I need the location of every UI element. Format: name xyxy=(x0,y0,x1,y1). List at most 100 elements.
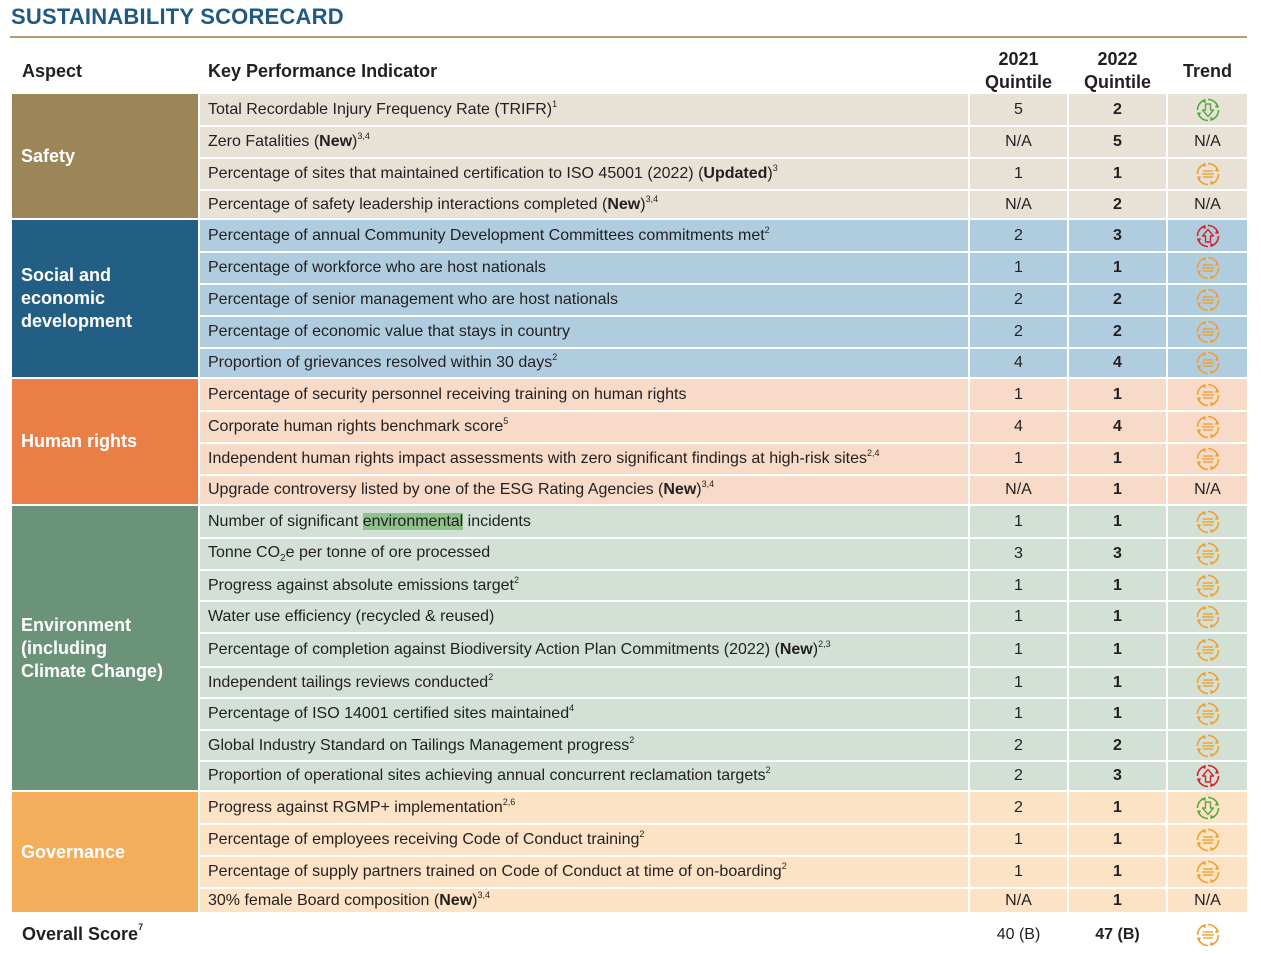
quintile-2022-cell: 1 xyxy=(1067,253,1166,283)
overall-score-trend xyxy=(1167,922,1248,948)
trend-flat-lines-icon xyxy=(1195,604,1221,630)
trend-cell xyxy=(1166,444,1247,474)
quintile-2021-cell: 2 xyxy=(968,792,1067,823)
quintile-2022-cell: 5 xyxy=(1067,127,1166,157)
bold-tag: New xyxy=(663,481,697,498)
table-row: Proportion of grievances resolved within… xyxy=(200,347,1248,377)
quintile-2022-cell: 4 xyxy=(1067,349,1166,377)
kpi-text: Percentage of safety leadership interact… xyxy=(208,193,659,214)
trend-cell xyxy=(1166,317,1247,347)
kpi-text: Number of significant environmental inci… xyxy=(208,512,531,531)
trend-down-arrow-icon xyxy=(1195,97,1221,123)
quintile-2021-cell: 1 xyxy=(968,699,1067,729)
kpi-text-part: Corporate human rights benchmark score xyxy=(208,418,504,435)
aspect-label: Environment (including Climate Change) xyxy=(12,506,198,790)
quintile-2021-cell: N/A xyxy=(968,127,1067,157)
kpi-text-part: Proportion of operational sites achievin… xyxy=(208,767,766,784)
highlighted-text[interactable]: environmental xyxy=(362,512,464,530)
quintile-2022-cell: 1 xyxy=(1067,792,1166,823)
footnote-ref: 2 xyxy=(552,352,558,362)
trend-cell: N/A xyxy=(1166,476,1247,504)
kpi-text-part: Percentage of sites that maintained cert… xyxy=(208,165,704,182)
trend-cell xyxy=(1166,379,1247,410)
trend-cell xyxy=(1166,159,1247,189)
kpi-text: Zero Fatalities (New)3,4 xyxy=(208,131,370,151)
kpi-text-part: Percentage of employees receiving Code o… xyxy=(208,831,640,848)
table-row: Proportion of operational sites achievin… xyxy=(200,760,1248,790)
kpi-cell: Percentage of security personnel receivi… xyxy=(200,379,968,410)
kpi-cell: Independent human rights impact assessme… xyxy=(200,444,968,474)
quintile-2022-cell: 1 xyxy=(1067,699,1166,729)
quintile-2022-cell: 1 xyxy=(1067,379,1166,410)
table-row: Zero Fatalities (New)3,4 N/A 5 N/A xyxy=(200,125,1248,157)
bold-tag: New xyxy=(439,891,473,909)
footnote-ref: 2,4 xyxy=(867,448,880,458)
kpi-cell: Upgrade controversy listed by one of the… xyxy=(200,476,968,504)
trend-cell xyxy=(1166,539,1247,569)
kpi-text-part: Zero Fatalities ( xyxy=(208,133,320,150)
quintile-2021-cell: 2 xyxy=(968,762,1067,790)
table-row: Percentage of employees receiving Code o… xyxy=(200,823,1248,855)
table-row: Percentage of security personnel receivi… xyxy=(200,379,1248,410)
trend-up-arrow-icon xyxy=(1195,763,1221,789)
header-aspect: Aspect xyxy=(22,61,83,81)
trend-cell: N/A xyxy=(1166,127,1247,157)
quintile-2022-cell: 3 xyxy=(1067,220,1166,251)
kpi-cell: Water use efficiency (recycled & reused) xyxy=(200,602,968,632)
header-trend: Trend xyxy=(1182,61,1232,81)
footnote-ref: 2 xyxy=(639,829,645,839)
table-row: Independent tailings reviews conducted2 1… xyxy=(200,666,1248,697)
kpi-text-part: Independent tailings reviews conducted xyxy=(208,673,489,691)
quintile-2021-cell: 1 xyxy=(968,506,1067,537)
quintile-2021-cell: 1 xyxy=(968,857,1067,887)
kpi-text: Proportion of grievances resolved within… xyxy=(208,352,558,372)
kpi-text: Percentage of senior management who are … xyxy=(208,291,618,309)
table-row: Global Industry Standard on Tailings Man… xyxy=(200,729,1248,760)
kpi-text: Percentage of completion against Biodive… xyxy=(208,639,831,659)
aspect-label: Governance xyxy=(12,792,198,912)
title-rule xyxy=(10,36,1247,38)
quintile-2022-cell: 1 xyxy=(1067,889,1166,912)
footnote-ref: 3,4 xyxy=(645,193,659,204)
quintile-2021-cell: 1 xyxy=(968,602,1067,632)
quintile-2022-cell: 1 xyxy=(1067,857,1166,887)
subscript: 2 xyxy=(280,553,286,565)
aspect-group: Human rights Percentage of security perso… xyxy=(12,377,1248,504)
table-row: Percentage of completion against Biodive… xyxy=(200,632,1248,666)
trend-cell xyxy=(1166,857,1247,887)
kpi-text-part: Tonne CO xyxy=(208,543,281,561)
quintile-2022-cell: 1 xyxy=(1067,159,1166,189)
kpi-text-part: Proportion of grievances resolved within… xyxy=(208,354,553,371)
table-row: Percentage of ISO 14001 certified sites … xyxy=(200,697,1248,729)
trend-flat-lines-icon xyxy=(1195,509,1221,535)
quintile-2021-cell: 1 xyxy=(968,444,1067,474)
kpi-text-part: ) xyxy=(640,195,646,213)
quintile-2021-cell: 5 xyxy=(968,94,1067,125)
kpi-text: Percentage of sites that maintained cert… xyxy=(208,163,778,183)
quintile-2021-cell: 4 xyxy=(968,349,1067,377)
footnote-ref: 3 xyxy=(772,163,778,173)
kpi-cell: Percentage of sites that maintained cert… xyxy=(200,159,968,189)
table-row: Percentage of senior management who are … xyxy=(200,283,1248,315)
overall-score-row: Overall Score7 40 (B) 47 (B) xyxy=(0,922,1261,950)
trend-flat-lines-icon xyxy=(1195,541,1221,567)
kpi-text: Percentage of workforce who are host nat… xyxy=(208,259,546,277)
kpi-cell: Total Recordable Injury Frequency Rate (… xyxy=(200,94,968,125)
footnote-ref: 2 xyxy=(764,224,770,235)
trend-flat-lines-icon xyxy=(1195,319,1221,345)
quintile-2022-cell: 4 xyxy=(1067,412,1166,442)
trend-cell xyxy=(1166,253,1247,283)
trend-cell: N/A xyxy=(1166,889,1247,912)
trend-text: N/A xyxy=(1194,891,1221,909)
kpi-cell: Proportion of grievances resolved within… xyxy=(200,349,968,377)
kpi-text: Progress against absolute emissions targ… xyxy=(208,575,519,595)
trend-cell: N/A xyxy=(1166,191,1247,218)
header-2021-year: 2021 xyxy=(998,49,1039,69)
quintile-2021-cell: 3 xyxy=(968,539,1067,569)
kpi-text-part: Global Industry Standard on Tailings Man… xyxy=(208,736,630,754)
kpi-text: Percentage of ISO 14001 certified sites … xyxy=(208,703,574,723)
trend-cell xyxy=(1166,668,1247,697)
trend-flat-lines-icon xyxy=(1195,161,1221,187)
footnote-ref: 3,4 xyxy=(477,889,490,900)
trend-flat-lines-icon xyxy=(1195,414,1221,440)
